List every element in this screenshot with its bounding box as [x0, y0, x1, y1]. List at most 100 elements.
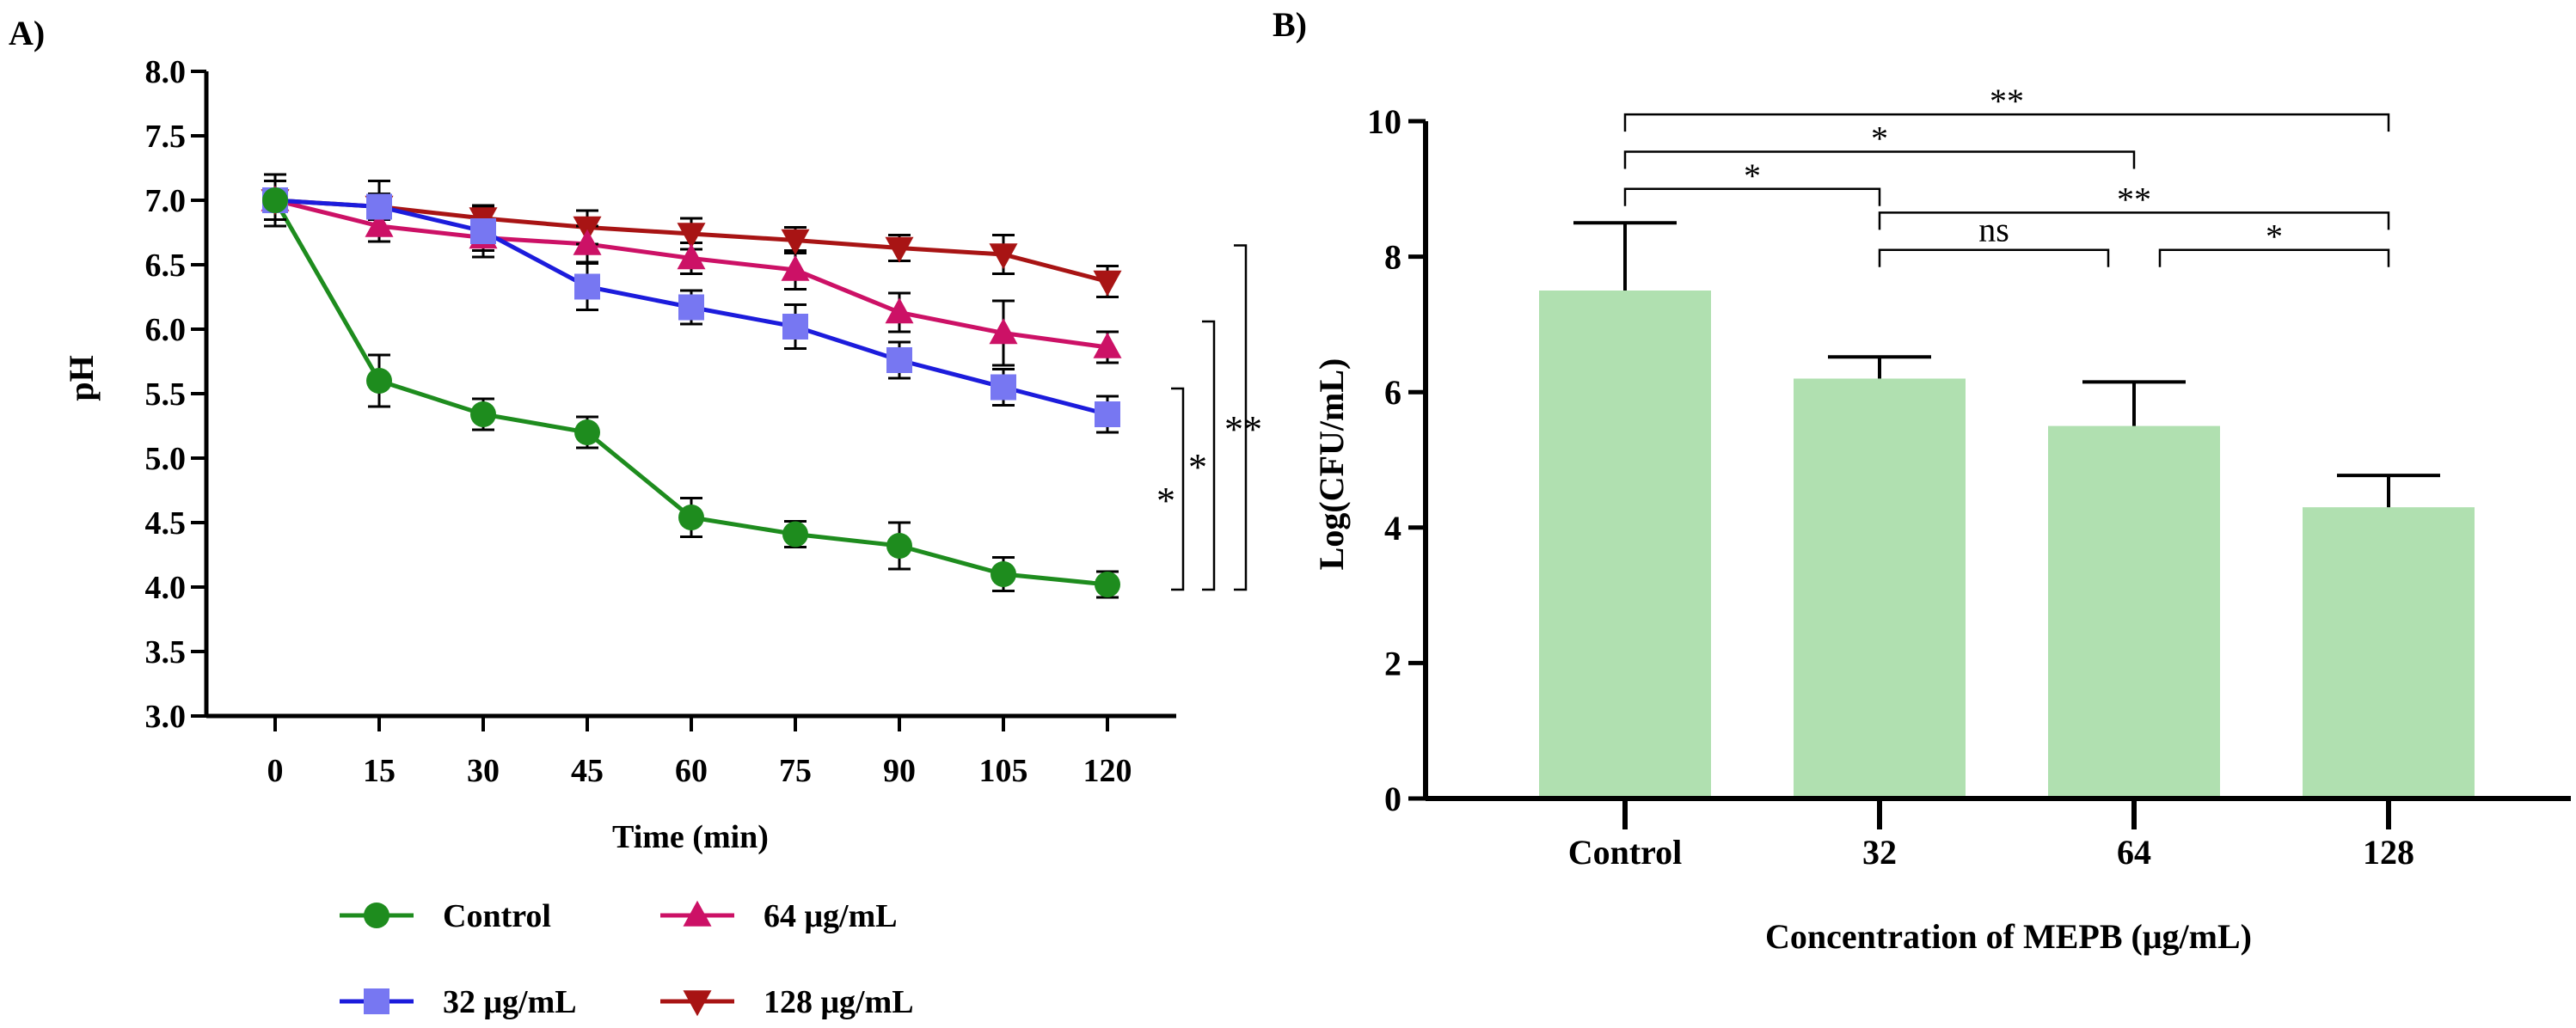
data-point	[574, 419, 600, 445]
y-tick-label: 2	[1384, 644, 1401, 682]
bar	[2048, 425, 2220, 799]
data-point	[262, 187, 288, 213]
x-tick-label: 32	[1862, 833, 1897, 872]
y-tick-label: 8	[1384, 238, 1401, 277]
data-point	[677, 223, 706, 249]
y-tick-label: 3.0	[145, 699, 187, 735]
legend-label: 64 μg/mL	[764, 898, 898, 934]
data-point	[782, 521, 808, 548]
legend-item: Control	[340, 898, 551, 934]
data-point	[989, 243, 1018, 270]
y-axis-label: Log(CFU/mL)	[1312, 358, 1351, 571]
legend-item: 32 μg/mL	[340, 984, 577, 1020]
data-point	[989, 318, 1018, 345]
significance-label: **	[1224, 408, 1262, 450]
panel-a-label: A)	[9, 14, 45, 52]
y-tick-label: 6.0	[145, 312, 187, 348]
y-tick-label: 7.5	[145, 119, 187, 155]
significance-bracket	[1202, 320, 1216, 591]
x-tick-label: 128	[2363, 833, 2414, 872]
y-tick-label: 5.0	[145, 441, 187, 477]
bar	[1794, 378, 1966, 799]
significance-label: **	[2117, 180, 2151, 218]
significance-bracket	[1623, 187, 1881, 206]
data-point	[366, 193, 392, 220]
data-point	[573, 229, 602, 255]
y-tick-label: 0	[1384, 780, 1401, 818]
x-tick-label: 105	[979, 753, 1028, 789]
y-tick-label: 10	[1367, 102, 1401, 141]
legend-marker	[683, 900, 712, 927]
significance-label: *	[2266, 217, 2283, 256]
significance-bracket	[1171, 387, 1185, 591]
y-tick-label: 6	[1384, 373, 1401, 412]
y-axis-label: pH	[62, 355, 101, 401]
legend-label: 128 μg/mL	[764, 984, 914, 1020]
data-point	[677, 243, 706, 270]
data-point	[991, 374, 1016, 401]
x-tick-label: 15	[363, 753, 396, 789]
y-tick-label: 5.5	[145, 376, 187, 413]
data-point	[366, 368, 392, 394]
data-point	[781, 229, 810, 255]
data-point	[781, 254, 810, 281]
significance-bracket	[1878, 248, 2110, 267]
x-tick-label: 60	[675, 753, 708, 789]
data-point	[991, 561, 1016, 587]
panel-b-label: B)	[1273, 5, 1307, 44]
data-point	[1095, 572, 1120, 597]
x-tick-label: 64	[2117, 833, 2151, 872]
significance-bracket	[1623, 150, 2136, 169]
x-tick-label: 45	[571, 753, 604, 789]
data-point	[1093, 332, 1122, 358]
data-point	[678, 294, 704, 321]
data-point	[886, 347, 912, 373]
significance-label: **	[1990, 82, 2024, 120]
x-axis-label: Concentration of MEPB (μg/mL)	[1765, 917, 2252, 956]
data-point	[470, 218, 496, 244]
x-tick-label: 120	[1083, 753, 1132, 789]
significance-bracket	[1234, 244, 1248, 591]
y-tick-label: 3.5	[145, 634, 187, 670]
x-axis-label: Time (min)	[612, 819, 769, 855]
data-point	[1095, 401, 1120, 427]
legend-item: 64 μg/mL	[660, 898, 898, 934]
x-tick-label: 0	[267, 753, 284, 789]
legend-label: 32 μg/mL	[443, 984, 577, 1020]
legend-marker	[683, 990, 712, 1017]
data-point	[885, 297, 914, 324]
data-point	[365, 211, 394, 237]
y-tick-label: 4.5	[145, 505, 187, 542]
data-point	[470, 401, 496, 427]
line-chart-ph: pH Time (min) 3.0 3.5 4.0 4.5 5.0 5.5 6.0 6.5 7.…	[62, 54, 1262, 1020]
significance-bracket	[2158, 248, 2390, 267]
bar	[2303, 507, 2475, 799]
significance-label: ns	[1978, 211, 2009, 249]
data-point	[678, 505, 704, 530]
bar	[1539, 291, 1711, 799]
legend: Control 64 μg/mL 32 μg/mL 128 μg/mL	[340, 898, 914, 1020]
x-tick-label: 30	[467, 753, 500, 789]
bar-chart-cfu: Log(CFU/mL) Concentration of MEPB (μg/mL…	[1312, 82, 2571, 956]
x-tick-label: Control	[1568, 833, 1683, 872]
legend-marker	[364, 988, 389, 1014]
y-tick-label: 7.0	[145, 183, 187, 219]
significance-bracket	[1623, 113, 2390, 132]
significance-label: *	[1156, 480, 1175, 522]
y-tick-label: 8.0	[145, 54, 187, 90]
legend-label: Control	[443, 898, 551, 934]
data-point	[886, 533, 912, 559]
significance-bracket	[1878, 211, 2390, 230]
legend-item: 128 μg/mL	[660, 984, 914, 1020]
data-point	[1093, 270, 1122, 297]
data-point	[574, 273, 600, 300]
y-tick-label: 4	[1384, 509, 1401, 548]
y-tick-label: 6.5	[145, 248, 187, 284]
significance-label: *	[1744, 156, 1761, 195]
significance-label: *	[1871, 119, 1888, 157]
y-tick-label: 4.0	[145, 570, 187, 606]
data-point	[782, 314, 808, 340]
data-point	[885, 236, 914, 263]
x-tick-label: 90	[883, 753, 916, 789]
